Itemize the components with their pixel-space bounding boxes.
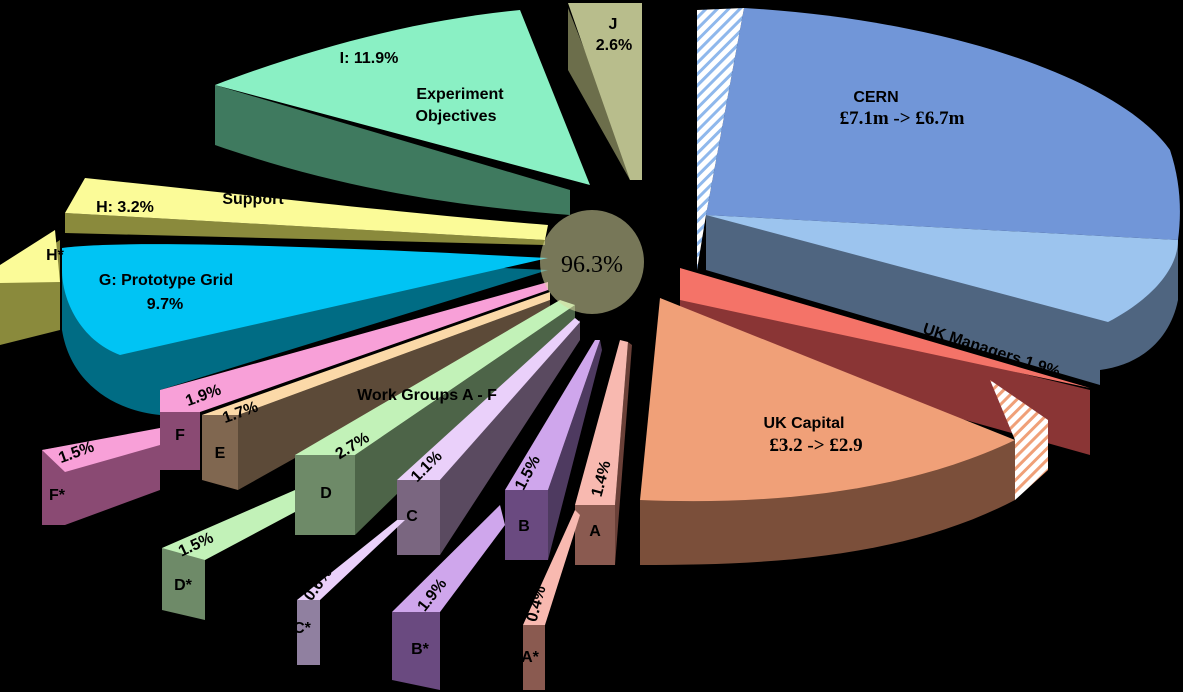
slice-b-top — [505, 340, 600, 490]
center-hub — [540, 210, 644, 314]
slice-uk-capital-hatch — [990, 380, 1048, 500]
experiment-objectives-label-1: Experiment — [416, 86, 504, 103]
uk-capital-value-label: £3.2 -> £2.9 — [769, 435, 862, 456]
slice-h-label: H: 3.2% — [96, 199, 154, 216]
slice-cern-hatch — [697, 8, 744, 270]
slice-j-side — [568, 8, 630, 180]
slice-f-top — [160, 282, 548, 412]
slice-i — [215, 10, 590, 215]
slice-b-side2 — [548, 340, 602, 560]
slice-c-star-top — [297, 520, 405, 600]
slice-uk-managers-side — [680, 290, 1090, 455]
slice-d-star-name-label: D* — [174, 577, 193, 594]
slice-h-star-top — [0, 230, 60, 283]
slice-d-top — [295, 300, 575, 455]
slice-c-star-side — [297, 600, 320, 665]
slice-f-star-name-label: F* — [49, 487, 66, 504]
slice-j-top — [568, 3, 642, 180]
slice-a-star-name-label: A* — [521, 649, 540, 666]
slice-a — [523, 340, 632, 690]
slice-c-top — [397, 318, 580, 480]
software-support-label-2: Support — [222, 191, 284, 208]
slice-a-name-label: A — [589, 523, 601, 540]
slice-j — [568, 3, 642, 180]
slice-j-value-label: 2.6% — [596, 37, 632, 54]
slice-g — [62, 244, 548, 415]
slice-j-name-label: J — [609, 16, 618, 33]
slice-c-side2 — [440, 320, 580, 555]
slice-cern-top — [706, 8, 1180, 240]
uk-capital-name-label: UK Capital — [764, 415, 845, 432]
slice-e-side2 — [238, 300, 550, 490]
slice-a-star-side — [523, 625, 545, 690]
slice-b-star-top — [392, 505, 505, 612]
slice-c-star-name-label: C* — [293, 620, 312, 637]
slice-a-side2 — [615, 342, 632, 565]
slice-c — [297, 318, 580, 665]
slice-h-star-label: H* — [46, 247, 65, 264]
slice-b — [392, 340, 602, 690]
cern-value-label: £7.1m -> £6.7m — [840, 108, 965, 129]
slice-h — [0, 178, 548, 345]
slice-e-top — [202, 292, 550, 415]
slice-d-star-top — [162, 490, 295, 560]
slice-i-label: I: 11.9% — [340, 50, 399, 67]
slice-f-name-label: F — [175, 427, 185, 444]
slice-b-side — [505, 490, 548, 560]
work-groups-label: Work Groups A - F — [357, 387, 497, 404]
slice-e — [202, 292, 550, 490]
slice-b-star-side — [392, 612, 440, 690]
slice-b-star-name-label: B* — [411, 641, 430, 658]
center-label: 96.3% — [561, 252, 623, 278]
slice-g-value-label: 9.7% — [147, 296, 183, 313]
cern-name-label: CERN — [853, 89, 898, 106]
slice-h-top — [65, 178, 548, 240]
slice-d-name-label: D — [320, 485, 332, 502]
slice-d-side — [295, 455, 355, 535]
slice-i-top — [215, 10, 590, 185]
slice-i-side — [215, 85, 570, 215]
slice-d-star-side — [162, 548, 205, 620]
slice-a-star-top — [523, 510, 580, 625]
slice-g-top — [62, 244, 548, 355]
slice-c-side — [397, 480, 440, 555]
slice-a-side — [575, 505, 615, 565]
slice-a-top — [575, 340, 628, 505]
slice-uk-capital — [640, 298, 1048, 565]
slice-uk-capital-top — [640, 298, 1015, 502]
slice-f — [42, 282, 548, 525]
slice-f-star-top — [42, 428, 160, 472]
slice-cern — [697, 8, 1180, 385]
slice-uk-managers — [680, 268, 1090, 455]
software-support-label-1: Software — [219, 169, 287, 186]
slice-cern-inner — [706, 215, 1178, 322]
experiment-objectives-label-2: Objectives — [416, 108, 497, 125]
slice-g-name-label: G: Prototype Grid — [99, 272, 233, 289]
slice-b-name-label: B — [518, 518, 530, 535]
slice-h-side — [65, 213, 545, 245]
slice-uk-managers-top — [680, 268, 1090, 388]
slice-e-name-label: E — [215, 445, 226, 462]
slice-e-side — [202, 415, 238, 490]
slice-c-name-label: C — [406, 508, 418, 525]
